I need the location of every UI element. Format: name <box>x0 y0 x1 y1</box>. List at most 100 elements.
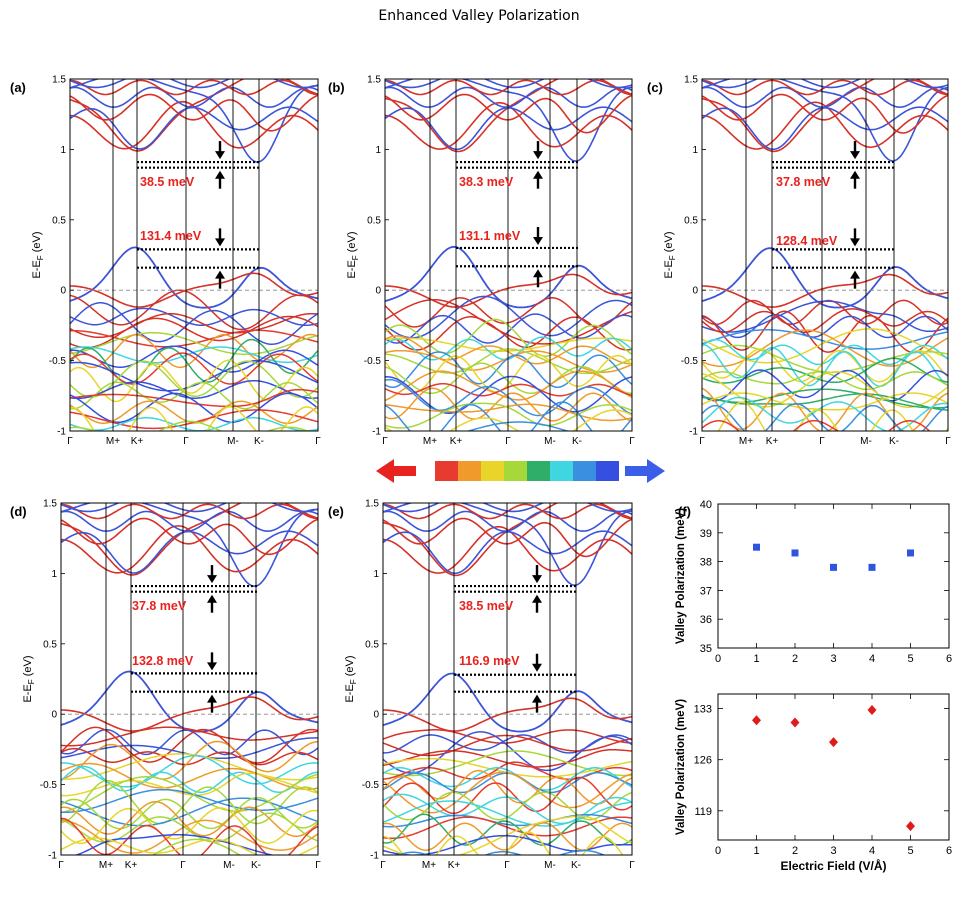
spin-down-arrow <box>533 141 543 160</box>
y-tick-label: 1 <box>373 569 379 580</box>
data-point <box>830 563 837 571</box>
spin-up-arrow <box>850 170 860 189</box>
vb-splitting-label: 116.9 meV <box>459 654 520 668</box>
x-tick-label: K+ <box>448 860 461 871</box>
spin-down-arrow <box>533 226 543 245</box>
spin-down-arrow <box>215 228 225 247</box>
left-arrow-body <box>394 466 416 476</box>
y-tick-label: 40 <box>700 499 712 511</box>
data-point <box>906 821 915 832</box>
x-tick-label: M- <box>544 436 556 447</box>
band-panel-e: -1 -0.5 0 0.5 1 1.5 Γ M+ K+ Γ M- K- Γ E-EF (eV) (e) 38.… <box>328 499 635 872</box>
y-tick-label: 1 <box>51 569 57 580</box>
spin-down-arrow <box>532 565 542 584</box>
band-lines <box>383 503 632 855</box>
panel-label: (a) <box>10 80 26 95</box>
colorbar-swatch <box>527 461 550 481</box>
y-tick-label: -1 <box>372 427 381 438</box>
x-tick-label: Γ <box>819 436 825 447</box>
x-tick-label: K- <box>572 436 582 447</box>
vb-splitting-label: 128.4 meV <box>776 234 838 248</box>
y-tick-label: 0 <box>692 286 698 297</box>
spin-up-arrow <box>215 170 225 189</box>
y-tick-label: -1 <box>57 427 66 438</box>
spin-up-arrow <box>850 270 860 289</box>
y-tick-label: 133 <box>694 704 712 716</box>
plot-frame <box>384 78 633 432</box>
right-arrow-head <box>647 459 665 483</box>
y-tick-label: 37 <box>700 585 712 597</box>
x-tick-label: K- <box>889 436 899 447</box>
spin-up-arrow <box>533 170 543 189</box>
spin-down-arrow <box>207 652 217 671</box>
data-point <box>752 715 761 726</box>
x-tick-label: 2 <box>792 845 798 857</box>
x-tick-label: 2 <box>792 653 798 665</box>
x-tick-label: M+ <box>422 860 436 871</box>
x-tick-label: K- <box>571 860 581 871</box>
x-axis-label: Electric Field (V/Å) <box>780 858 886 873</box>
x-tick-label: Γ <box>629 436 635 447</box>
y-tick-label: 1 <box>375 145 381 156</box>
y-axis-label: Valley Polarization (meV) <box>675 508 687 644</box>
spin-down-arrow <box>850 228 860 247</box>
y-tick-label: -1 <box>48 851 57 862</box>
x-tick-label: Γ <box>382 436 388 447</box>
data-point <box>868 563 876 571</box>
y-tick-label: -0.5 <box>681 356 699 367</box>
y-tick-label: 0.5 <box>365 639 379 650</box>
panel-label: (c) <box>647 80 663 95</box>
cb-splitting-label: 38.5 meV <box>459 599 514 613</box>
panel-label: (f) <box>678 504 691 519</box>
colorbar-swatch <box>596 461 619 481</box>
panel-label: (d) <box>10 504 27 519</box>
right-arrow-body <box>625 466 647 476</box>
y-axis-label: Valley Polarization (meV) <box>675 699 687 835</box>
x-tick-label: Γ <box>629 860 635 871</box>
y-tick-label: 1 <box>692 145 698 156</box>
y-tick-label: 38 <box>700 557 712 569</box>
spin-down-arrow <box>532 653 542 672</box>
x-tick-label: Γ <box>945 436 951 447</box>
y-tick-label: -0.5 <box>40 780 58 791</box>
plot-frame <box>69 78 319 432</box>
band-panel-c: -1 -0.5 0 0.5 1 1.5 Γ M+ K+ Γ M- K- Γ E-EF (eV) (c) 37.… <box>647 75 951 448</box>
colorbar-swatch <box>435 461 458 481</box>
y-tick-label: 0.5 <box>367 215 381 226</box>
plot-frame <box>60 502 319 856</box>
cb-splitting-label: 37.8 meV <box>776 175 831 189</box>
vb-splitting-label: 131.4 meV <box>140 229 202 243</box>
x-tick-label: Γ <box>505 436 511 447</box>
y-tick-label: -0.5 <box>364 356 382 367</box>
y-tick-label: 119 <box>694 806 712 818</box>
x-tick-label: M- <box>223 860 235 871</box>
x-tick-label: Γ <box>67 436 73 447</box>
spin-down-arrow <box>215 141 225 160</box>
spin-up-arrow <box>533 269 543 288</box>
y-axis-label: E-EF (eV) <box>31 231 45 278</box>
y-tick-label: 1 <box>60 145 66 156</box>
x-tick-label: Γ <box>504 860 510 871</box>
spin-up-arrow <box>207 694 217 713</box>
x-tick-label: 4 <box>869 653 875 665</box>
x-tick-label: Γ <box>315 860 321 871</box>
x-tick-label: 0 <box>715 653 721 665</box>
x-tick-label: M+ <box>423 436 437 447</box>
y-tick-label: 0 <box>373 710 379 721</box>
x-tick-label: Γ <box>183 436 189 447</box>
caption-strip <box>0 886 958 904</box>
band-panel-a: -1 -0.5 0 0.5 1 1.5 Γ M+ K+ Γ M- K- Γ E-EF (eV) (a) 38.… <box>10 75 321 448</box>
cb-splitting-label: 38.5 meV <box>140 175 195 189</box>
x-tick-label: M+ <box>739 436 753 447</box>
x-tick-label: Γ <box>58 860 64 871</box>
band-lines <box>70 79 318 431</box>
plot-frame <box>717 503 950 649</box>
colorbar-swatch <box>481 461 504 481</box>
x-tick-label: 3 <box>830 653 836 665</box>
colorbar-swatch <box>573 461 596 481</box>
band-panel-d: -1 -0.5 0 0.5 1 1.5 Γ M+ K+ Γ M- K- Γ E-EF (eV) (d) 37.… <box>10 499 321 872</box>
x-tick-label: Γ <box>380 860 386 871</box>
y-tick-label: 39 <box>700 528 712 540</box>
spin-up-arrow <box>532 594 542 613</box>
